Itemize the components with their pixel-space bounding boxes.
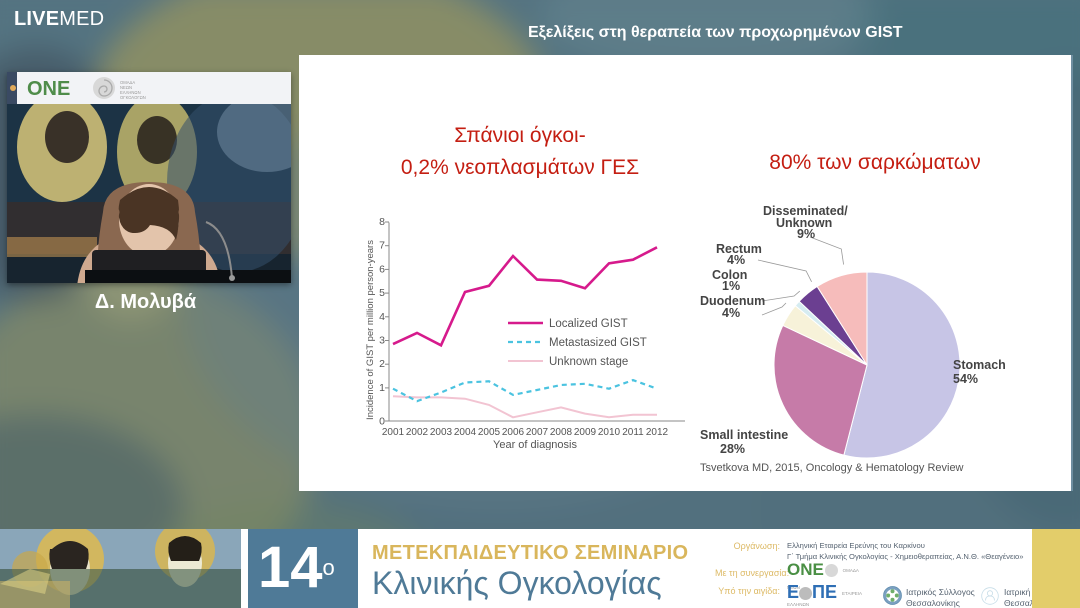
svg-text:28%: 28%	[720, 442, 745, 456]
svg-text:5: 5	[379, 287, 385, 299]
svg-text:Small intestine: Small intestine	[700, 428, 788, 442]
svg-text:2002: 2002	[406, 427, 429, 438]
svg-text:Incidence of GIST per million: Incidence of GIST per million person-yea…	[365, 240, 376, 420]
svg-text:2: 2	[379, 358, 385, 370]
svg-text:Stomach: Stomach	[953, 358, 1006, 372]
svg-text:2009: 2009	[574, 427, 597, 438]
svg-text:2010: 2010	[598, 427, 621, 438]
svg-text:2011: 2011	[622, 427, 644, 438]
svg-text:6: 6	[379, 263, 385, 275]
svg-text:4%: 4%	[722, 306, 740, 320]
svg-text:7: 7	[379, 240, 385, 252]
svg-text:ONE: ONE	[27, 78, 70, 100]
svg-text:4: 4	[379, 311, 385, 323]
svg-text:54%: 54%	[953, 372, 978, 386]
svg-text:Year of diagnosis: Year of diagnosis	[493, 439, 577, 450]
svg-text:2008: 2008	[550, 427, 573, 438]
svg-text:2006: 2006	[502, 427, 525, 438]
svg-text:2012: 2012	[646, 427, 669, 438]
svg-text:2007: 2007	[526, 427, 549, 438]
svg-text:2001: 2001	[382, 427, 405, 438]
svg-text:Tsvetkova MD, 2015, Oncology &: Tsvetkova MD, 2015, Oncology & Hematolog…	[700, 462, 964, 474]
svg-text:Localized GIST: Localized GIST	[549, 318, 628, 330]
svg-text:4%: 4%	[727, 253, 745, 267]
svg-text:2005: 2005	[478, 427, 501, 438]
svg-text:9%: 9%	[797, 227, 815, 241]
svg-text:1%: 1%	[722, 279, 740, 293]
svg-text:8: 8	[379, 216, 385, 228]
svg-text:Metastasized GIST: Metastasized GIST	[549, 337, 647, 349]
svg-text:3: 3	[379, 335, 385, 347]
svg-text:Unknown stage: Unknown stage	[549, 356, 628, 368]
svg-text:ΟΓΚΟΛΟΓΩΝ: ΟΓΚΟΛΟΓΩΝ	[120, 95, 146, 100]
svg-text:2003: 2003	[430, 427, 453, 438]
svg-text:1: 1	[379, 382, 385, 394]
svg-text:2004: 2004	[454, 427, 477, 438]
svg-text:0: 0	[379, 416, 385, 428]
